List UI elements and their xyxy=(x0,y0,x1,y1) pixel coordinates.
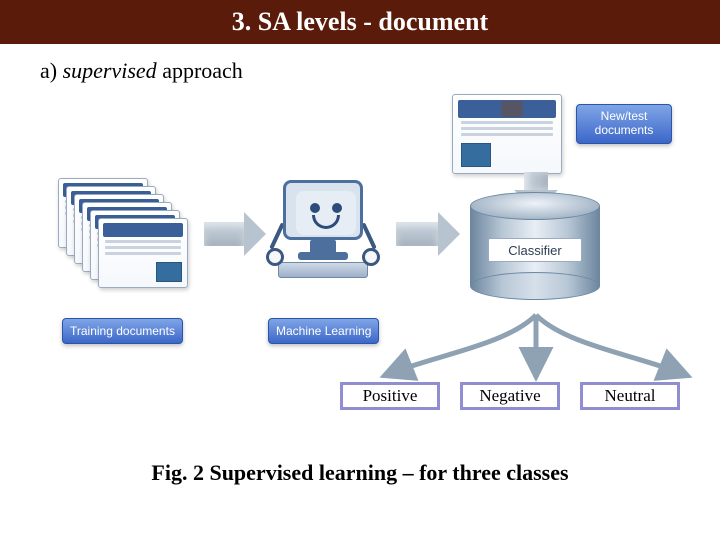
test-document xyxy=(452,94,562,174)
test-docs-label: New/test documents xyxy=(576,104,672,144)
class-negative: Negative xyxy=(460,382,560,410)
subtitle-prefix: a) xyxy=(40,58,63,83)
class-negative-label: Negative xyxy=(479,386,540,406)
figure-caption-text: Fig. 2 Supervised learning – for three c… xyxy=(151,460,568,485)
class-neutral-label: Neutral xyxy=(605,386,656,406)
training-doc xyxy=(98,218,188,288)
subtitle: a) supervised approach xyxy=(40,58,243,84)
classifier-cylinder: Classifier xyxy=(470,192,600,302)
class-positive: Positive xyxy=(340,382,440,410)
classifier-label-text: Classifier xyxy=(508,243,561,258)
classifier-label: Classifier xyxy=(488,238,582,262)
figure-caption: Fig. 2 Supervised learning – for three c… xyxy=(0,460,720,486)
class-neutral: Neutral xyxy=(580,382,680,410)
arrow-train-to-ml xyxy=(204,222,244,246)
subtitle-suffix: approach xyxy=(157,58,243,83)
class-positive-label: Positive xyxy=(363,386,418,406)
title-text: 3. SA levels - document xyxy=(232,7,488,37)
training-docs-label: Training documents xyxy=(62,318,183,344)
training-docs-stack xyxy=(58,178,188,298)
subtitle-italic: supervised xyxy=(63,58,157,83)
arrow-ml-to-classifier xyxy=(396,222,438,246)
test-docs-label-text: New/test documents xyxy=(595,109,654,137)
diagram-area: Training documents Machine Learning New/… xyxy=(0,100,720,440)
training-docs-label-text: Training documents xyxy=(70,324,175,338)
machine-learning-icon xyxy=(268,170,378,280)
title-bar: 3. SA levels - document xyxy=(0,0,720,44)
arrow-test-to-classifier xyxy=(524,172,548,190)
